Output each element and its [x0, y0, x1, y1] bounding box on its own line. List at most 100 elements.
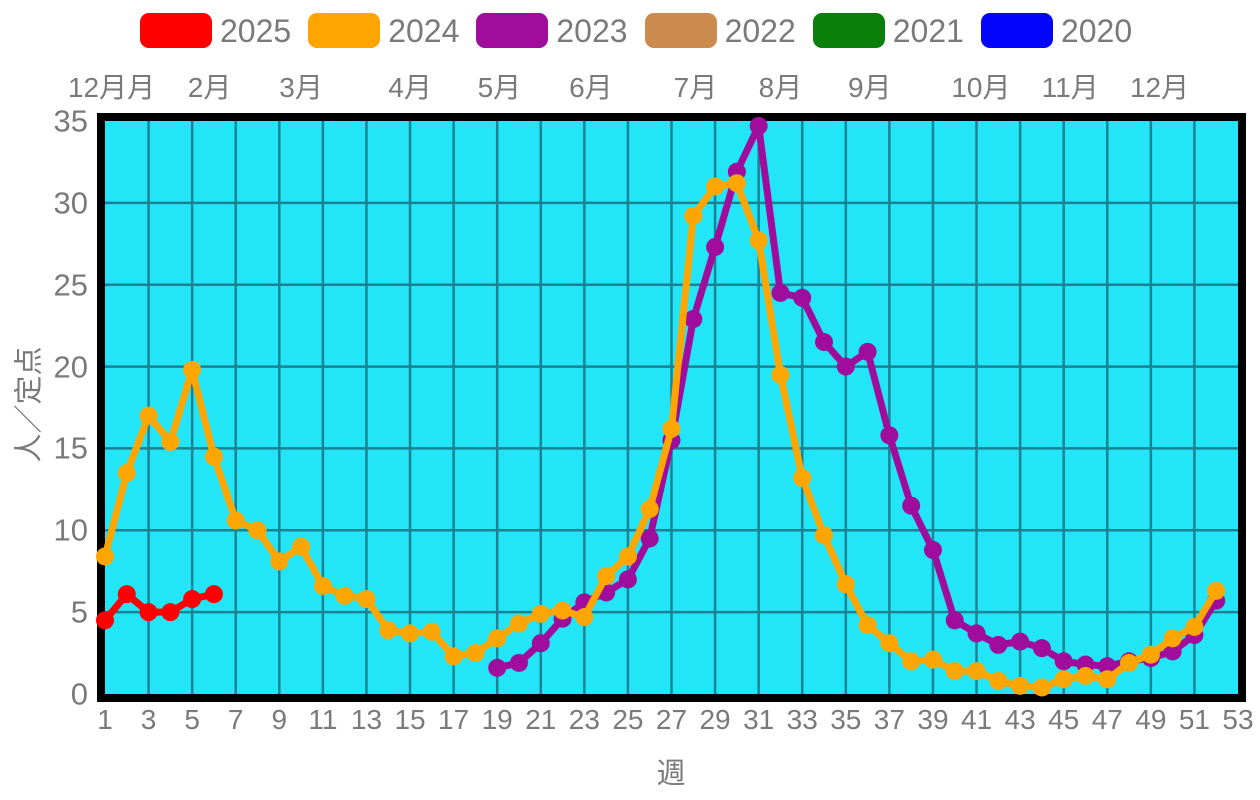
data-point-2024-w48: [1120, 653, 1139, 672]
data-point-2023-w26: [640, 529, 659, 548]
legend-label: 2022: [724, 12, 796, 49]
data-point-2024-w8: [248, 521, 267, 540]
data-point-2024-w26: [640, 500, 659, 519]
data-point-2025-w2: [117, 585, 136, 604]
x-tick-label-7: 7: [227, 704, 244, 735]
data-point-2024-w7: [226, 511, 245, 530]
data-point-2024-w18: [466, 644, 485, 663]
data-point-2024-w50: [1163, 629, 1182, 648]
x-tick-label-51: 51: [1178, 704, 1210, 735]
data-point-2023-w32: [771, 283, 790, 302]
data-point-2024-w37: [880, 634, 899, 653]
data-point-2023-w44: [1032, 639, 1051, 658]
data-point-2024-w33: [793, 468, 812, 487]
data-point-2024-w4: [161, 432, 180, 451]
data-point-2023-w29: [706, 238, 725, 257]
x-tick-label-39: 39: [917, 704, 949, 735]
legend-swatch-2021: [812, 13, 885, 48]
x-tick-label-9: 9: [271, 704, 288, 735]
data-point-2025-w1: [96, 611, 114, 630]
y-axis-title: 人／定点: [13, 346, 46, 463]
data-point-2024-w14: [379, 621, 398, 640]
data-point-2024-w44: [1032, 678, 1051, 697]
legend-label: 2021: [892, 12, 964, 49]
x-axis-title: 週: [656, 758, 686, 790]
data-point-2024-w43: [1011, 676, 1030, 695]
month-label-2月: 2月: [187, 72, 232, 103]
data-point-2025-w5: [183, 590, 202, 609]
data-point-2024-w16: [422, 622, 441, 641]
data-point-2024-w36: [858, 616, 877, 635]
data-point-2025-w6: [204, 585, 223, 604]
legend-swatch-2025: [140, 13, 212, 48]
x-tick-label-43: 43: [1004, 704, 1036, 735]
y-tick-label-0: 0: [70, 676, 88, 712]
data-point-2024-w30: [727, 174, 746, 193]
x-tick-label-49: 49: [1135, 704, 1167, 735]
legend-swatch-2024: [308, 13, 381, 48]
data-point-2024-w31: [749, 231, 768, 250]
data-point-2024-w23: [575, 608, 594, 627]
data-point-2024-w35: [836, 575, 855, 594]
data-point-2024-w5: [183, 360, 202, 379]
month-label-7月: 7月: [673, 72, 718, 103]
x-tick-label-1: 1: [97, 704, 113, 735]
x-tick-label-21: 21: [525, 704, 557, 735]
data-point-2024-w12: [335, 586, 354, 605]
x-tick-label-23: 23: [568, 704, 600, 735]
data-point-2024-w47: [1098, 670, 1117, 689]
data-point-2024-w41: [967, 662, 986, 681]
data-point-2023-w37: [880, 426, 899, 445]
data-point-2024-w19: [488, 629, 507, 648]
data-point-2024-w42: [989, 671, 1008, 690]
month-label-9月: 9月: [847, 72, 892, 103]
x-tick-label-41: 41: [960, 704, 993, 735]
x-tick-label-53: 53: [1222, 704, 1254, 735]
data-point-2023-w41: [967, 624, 986, 643]
month-label-8月: 8月: [758, 72, 803, 103]
data-point-2024-w38: [902, 652, 921, 671]
data-point-2023-w36: [858, 342, 877, 361]
data-point-2024-w13: [357, 590, 376, 609]
data-point-2024-w49: [1141, 645, 1160, 664]
data-point-2024-w21: [531, 604, 550, 623]
data-point-2024-w2: [117, 463, 136, 482]
data-point-2023-w45: [1054, 652, 1073, 671]
plot-border: [97, 113, 1246, 702]
data-point-2024-w6: [204, 447, 223, 466]
data-point-2024-w10: [292, 537, 311, 556]
data-point-2024-w51: [1185, 617, 1204, 636]
legend-item-2024: 2024: [308, 13, 459, 48]
data-point-2023-w31: [749, 116, 768, 135]
data-point-2024-w32: [771, 365, 790, 384]
legend-label: 2025: [220, 12, 292, 49]
x-tick-label-25: 25: [612, 704, 644, 735]
month-label-12月月: 12月月: [67, 72, 156, 103]
data-point-2024-w1: [96, 547, 114, 566]
x-tick-label-27: 27: [655, 704, 688, 735]
data-point-2024-w39: [923, 650, 942, 669]
x-tick-label-19: 19: [481, 704, 513, 735]
legend-label: 2020: [1060, 12, 1133, 49]
x-tick-label-5: 5: [184, 704, 200, 735]
data-point-2023-w19: [488, 658, 507, 677]
x-tick-label-29: 29: [699, 704, 731, 735]
x-tick-label-11: 11: [308, 704, 338, 735]
x-tick-label-13: 13: [350, 704, 383, 735]
data-point-2023-w38: [902, 496, 921, 515]
legend-swatch-2023: [476, 13, 549, 48]
y-tick-label-20: 20: [53, 349, 88, 385]
data-point-2024-w52: [1207, 581, 1226, 600]
data-point-2023-w40: [945, 611, 964, 630]
data-point-2023-w20: [509, 653, 528, 672]
legend-item-2020: 2020: [980, 12, 1133, 49]
data-point-2023-w34: [815, 333, 834, 352]
data-point-2023-w28: [684, 310, 703, 329]
x-tick-label-33: 33: [786, 704, 818, 735]
legend-item-2022: 2022: [644, 12, 796, 49]
legend-swatch-2022: [644, 13, 717, 48]
legend-item-2023: 2023: [476, 13, 628, 48]
y-tick-label-10: 10: [53, 512, 88, 548]
